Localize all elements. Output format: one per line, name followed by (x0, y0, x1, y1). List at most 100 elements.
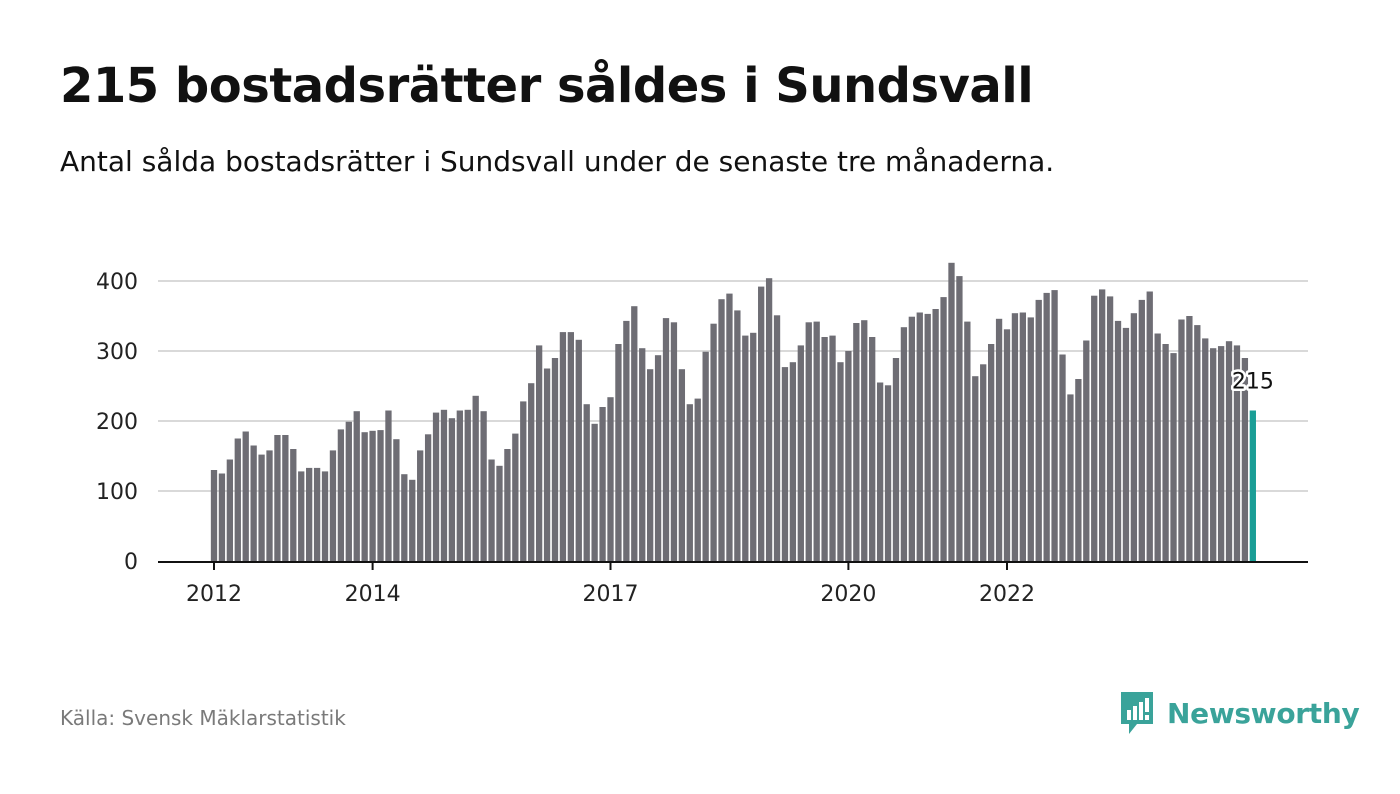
bar (916, 312, 923, 561)
bar (337, 429, 345, 561)
bar (290, 449, 297, 561)
bar (488, 459, 495, 561)
bar (1154, 333, 1161, 561)
bar (972, 376, 979, 561)
bar (210, 470, 218, 561)
bar (647, 369, 654, 561)
bar (520, 401, 527, 561)
bar (298, 471, 305, 561)
bar (702, 351, 709, 561)
bar (948, 262, 955, 561)
bar (464, 409, 471, 561)
bar (623, 320, 630, 561)
bar (1091, 295, 1098, 561)
bar (377, 430, 384, 561)
bar (845, 351, 852, 561)
bar (987, 344, 995, 561)
bar (234, 438, 241, 561)
bar (956, 276, 963, 561)
bar (1225, 341, 1233, 561)
bar (306, 467, 313, 561)
x-tick-label: 2022 (979, 582, 1035, 607)
bar (861, 320, 868, 561)
bar (797, 345, 804, 561)
bar (282, 435, 289, 561)
bar (559, 332, 567, 561)
bar (1186, 316, 1193, 561)
bar (607, 397, 614, 561)
bar (535, 345, 543, 561)
bar (662, 318, 670, 561)
bar (1162, 344, 1169, 561)
bar (1019, 312, 1027, 561)
bar (924, 313, 931, 561)
bar (1217, 346, 1225, 561)
bar (694, 398, 701, 561)
bar (345, 421, 352, 561)
bar (876, 382, 884, 561)
bar (1035, 299, 1042, 561)
bar (448, 418, 456, 561)
chart-subtitle: Antal sålda bostadsrätter i Sundsvall un… (60, 145, 1055, 178)
bar (750, 332, 757, 561)
bar (1011, 313, 1019, 561)
bar (1178, 319, 1185, 561)
bar (353, 411, 360, 561)
bar (480, 411, 487, 561)
bar (884, 385, 892, 561)
bar (329, 450, 337, 561)
bar (567, 332, 574, 561)
bar (734, 310, 741, 561)
brand-logo: Newsworthy (1119, 690, 1360, 736)
bar (813, 321, 820, 561)
newsworthy-logo-icon (1121, 692, 1153, 734)
bar (718, 299, 725, 561)
bar (266, 450, 273, 561)
bar (781, 367, 789, 561)
bar (1043, 292, 1050, 561)
bar (631, 306, 638, 561)
bar (639, 348, 646, 561)
bar (758, 286, 765, 561)
bar-highlight (1249, 410, 1256, 561)
bar (1170, 353, 1177, 561)
bar (218, 473, 226, 561)
bar (1083, 340, 1090, 561)
bar (258, 454, 265, 561)
bar (591, 423, 598, 561)
bar (1233, 345, 1241, 561)
bar (401, 474, 408, 561)
bar (504, 449, 511, 561)
bar (1202, 338, 1209, 561)
brand-name: Newsworthy (1167, 696, 1360, 730)
data-label: 215 (1232, 370, 1274, 395)
bar (726, 293, 733, 561)
bar (742, 335, 749, 561)
bar (1122, 327, 1130, 561)
bar (226, 459, 234, 561)
bar (361, 432, 368, 561)
y-tick-label: 300 (96, 340, 138, 365)
bar (472, 395, 479, 561)
bar (837, 362, 844, 561)
bar (1059, 354, 1066, 561)
bar (369, 430, 376, 561)
bar (551, 358, 559, 561)
bar (417, 450, 424, 561)
y-tick-label: 0 (124, 550, 138, 575)
bar (773, 315, 781, 561)
bar (964, 321, 971, 561)
bar (1138, 299, 1145, 561)
bar (1003, 329, 1011, 561)
bar (900, 327, 908, 561)
bar (393, 439, 400, 561)
bar (829, 335, 836, 561)
bar (409, 479, 416, 561)
bar (805, 322, 812, 561)
bar (995, 318, 1003, 561)
bar (1146, 291, 1153, 561)
bar (1194, 325, 1201, 561)
bar (678, 369, 686, 561)
